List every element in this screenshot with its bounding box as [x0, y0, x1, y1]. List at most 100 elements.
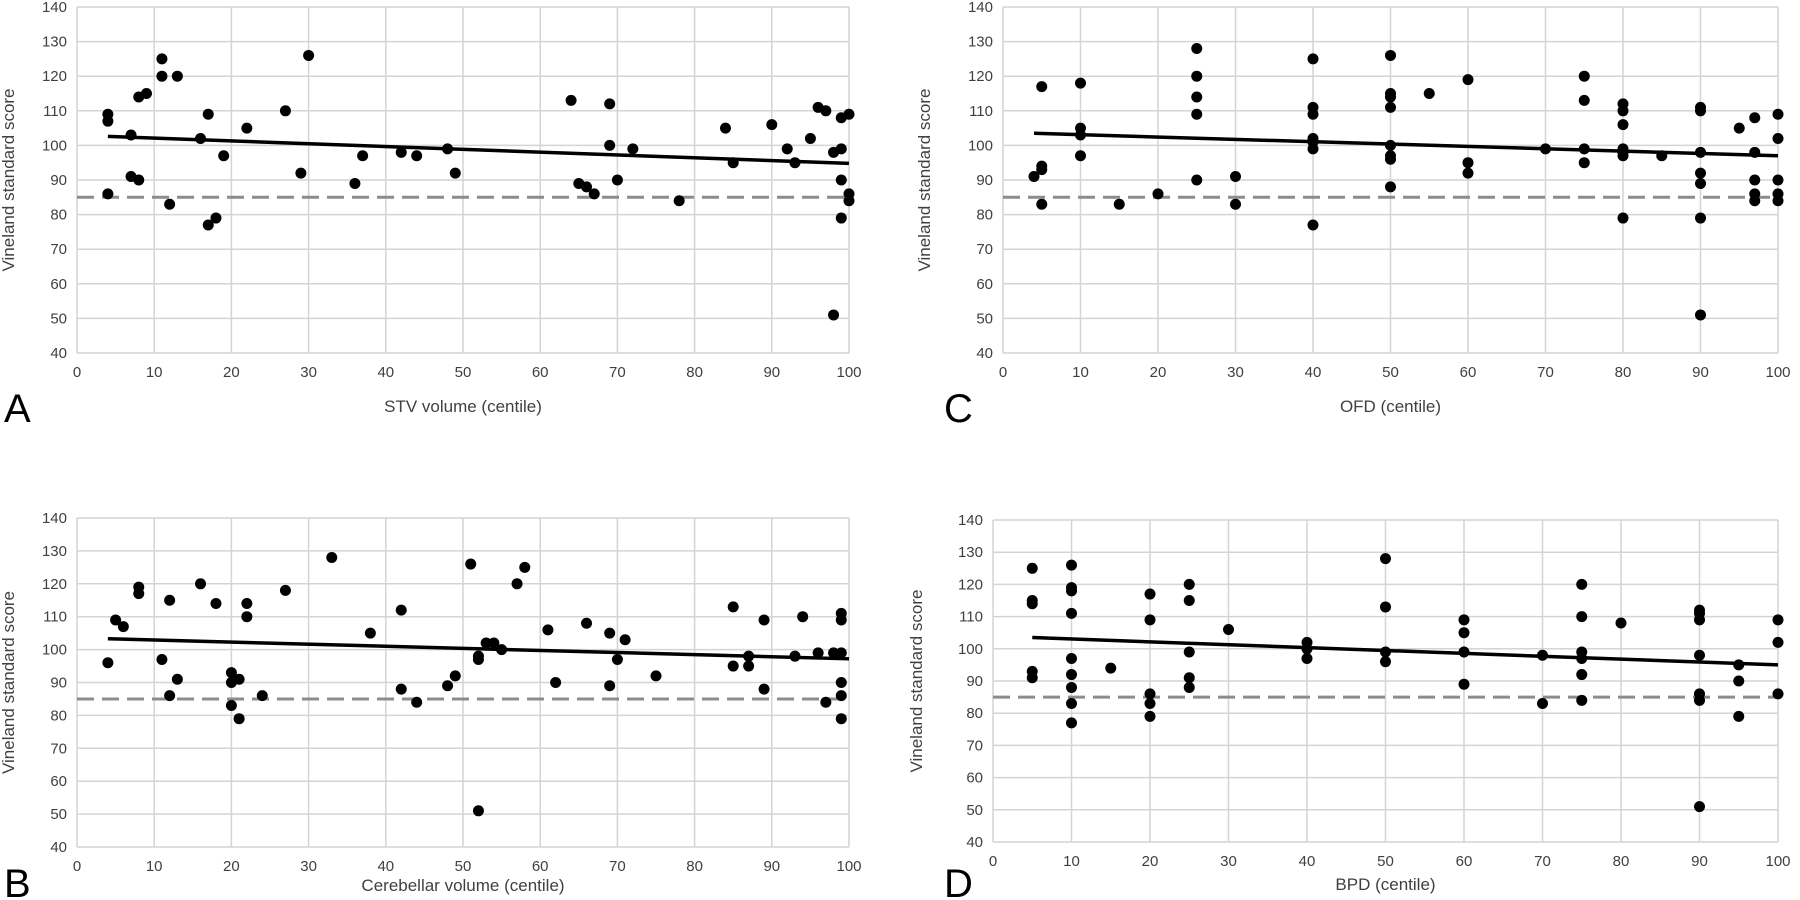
x-axis-label: Cerebellar volume (centile) — [361, 876, 564, 895]
y-tick-label: 80 — [50, 707, 67, 724]
x-tick-label: 10 — [1072, 364, 1089, 381]
data-point — [835, 614, 847, 626]
data-point — [627, 143, 639, 155]
x-tick-label: 30 — [300, 858, 317, 875]
data-point — [1462, 157, 1474, 169]
data-point — [1772, 132, 1784, 144]
y-tick-label: 40 — [976, 345, 993, 362]
x-tick-label: 50 — [455, 858, 472, 875]
data-point — [1036, 164, 1048, 176]
data-point — [102, 115, 114, 127]
data-point — [449, 670, 461, 682]
data-point — [1026, 562, 1038, 574]
data-point — [1144, 698, 1156, 710]
data-point — [195, 132, 207, 144]
data-point — [550, 677, 562, 688]
data-point — [1578, 157, 1590, 169]
x-tick-label: 0 — [73, 858, 81, 875]
data-point — [1066, 585, 1077, 597]
data-point — [604, 680, 616, 692]
data-point — [1307, 219, 1319, 231]
panel-letter: A — [4, 387, 31, 431]
data-point — [1230, 198, 1241, 210]
data-point — [581, 617, 593, 629]
data-point — [233, 673, 245, 685]
data-point — [1075, 129, 1086, 141]
data-point — [395, 146, 407, 158]
data-point — [650, 670, 662, 682]
data-point — [581, 181, 593, 193]
data-point — [102, 188, 114, 200]
panel-letter: B — [4, 862, 31, 900]
data-point — [1462, 167, 1474, 179]
data-point — [1733, 659, 1745, 671]
y-tick-label: 130 — [958, 544, 983, 561]
data-point — [1423, 88, 1435, 99]
data-point — [673, 195, 685, 207]
y-tick-label: 70 — [50, 740, 67, 757]
data-point — [1036, 81, 1048, 93]
y-tick-label: 80 — [50, 207, 67, 224]
data-point — [303, 49, 315, 61]
data-point — [1458, 678, 1470, 690]
data-point — [1749, 174, 1761, 186]
data-point — [1385, 91, 1396, 103]
x-tick-label: 70 — [1534, 853, 1551, 870]
y-tick-label: 140 — [958, 512, 983, 529]
data-point — [804, 132, 816, 144]
data-point — [843, 108, 855, 120]
data-point — [619, 634, 631, 646]
data-point — [1733, 710, 1745, 722]
data-point — [1307, 108, 1319, 120]
data-point — [1191, 43, 1203, 55]
data-point — [1066, 607, 1077, 619]
y-tick-label: 110 — [43, 103, 67, 120]
data-point — [843, 195, 855, 207]
data-point — [164, 690, 176, 702]
panel-letter: C — [944, 387, 973, 431]
x-tick-label: 30 — [300, 364, 317, 381]
panel-letter: D — [944, 862, 973, 900]
data-point — [604, 98, 616, 110]
data-point — [1191, 108, 1203, 120]
data-point — [758, 614, 770, 626]
data-point — [1537, 698, 1548, 710]
y-tick-label: 120 — [42, 576, 67, 593]
data-point — [781, 143, 793, 155]
x-tick-label: 20 — [1142, 853, 1159, 870]
data-point — [442, 143, 454, 155]
y-tick-label: 90 — [966, 673, 983, 690]
data-point — [1144, 614, 1156, 626]
x-tick-label: 70 — [609, 858, 626, 875]
data-point — [164, 198, 176, 210]
data-point — [1772, 108, 1784, 120]
data-point — [1144, 710, 1156, 722]
data-point — [1385, 49, 1396, 61]
y-axis-label: Vineland standard score — [915, 88, 934, 271]
data-point — [1380, 553, 1391, 565]
x-tick-label: 80 — [686, 364, 703, 381]
x-tick-label: 20 — [1150, 364, 1167, 381]
x-tick-label: 40 — [377, 364, 394, 381]
data-point — [1694, 649, 1705, 661]
y-tick-label: 50 — [50, 310, 67, 327]
data-point — [542, 624, 554, 636]
panel-d: 0 10 20 30 40 50 60 70 80 90 100 40 50 60 70 80 90 100 110… — [907, 512, 1791, 900]
x-tick-label: 100 — [1765, 364, 1790, 381]
x-tick-label: 0 — [73, 364, 81, 381]
data-point — [835, 677, 847, 688]
x-tick-label: 60 — [1460, 364, 1477, 381]
data-point — [1695, 146, 1706, 158]
data-point — [1066, 559, 1077, 571]
data-point — [1576, 652, 1588, 664]
y-axis-label: Vineland standard score — [907, 589, 926, 772]
y-tick-label: 60 — [50, 773, 67, 790]
data-point — [820, 696, 832, 708]
data-point — [1695, 167, 1706, 179]
data-point — [1749, 112, 1761, 124]
data-point — [1307, 53, 1319, 65]
data-point — [1695, 309, 1706, 321]
data-point — [1694, 614, 1705, 626]
data-point — [442, 680, 454, 692]
y-tick-label: 100 — [42, 642, 67, 659]
